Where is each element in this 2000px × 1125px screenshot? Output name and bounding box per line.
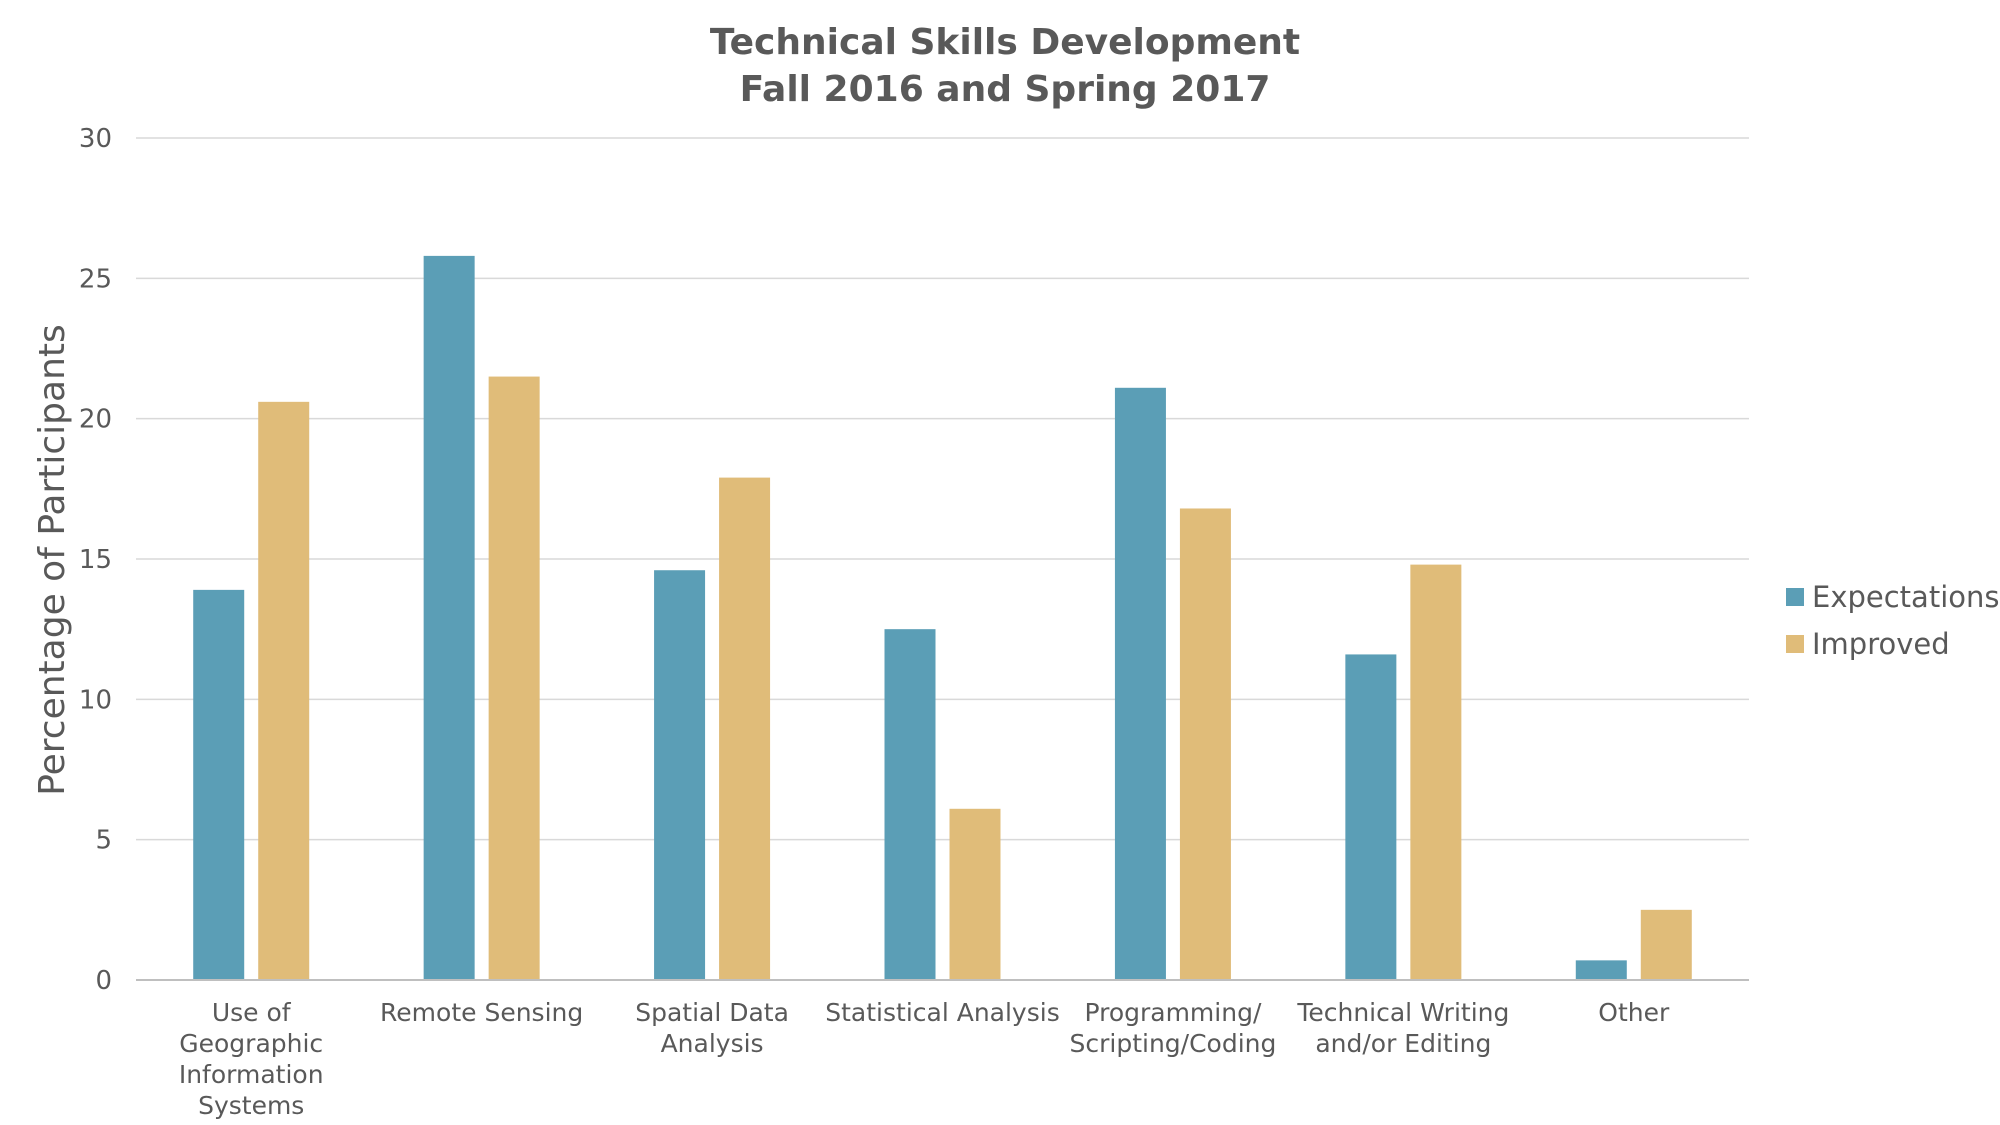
bar-expectations	[193, 589, 245, 980]
y-axis-title: Percentage of Participants	[32, 324, 73, 796]
gridlines	[136, 137, 1749, 981]
bar-expectations	[654, 570, 706, 980]
y-tick-label: 30	[79, 124, 112, 154]
legend-label-expectations: Expectations	[1812, 580, 1999, 614]
bars	[193, 255, 1692, 981]
bar-expectations	[884, 629, 936, 980]
chart-title-line-1: Technical Skills Development	[710, 22, 1300, 63]
legend: Expectations Improved	[1786, 580, 1999, 661]
bar-improved	[1640, 909, 1692, 980]
x-category-label: Statistical Analysis	[825, 998, 1059, 1027]
x-category-label: Programming/Scripting/Coding	[1069, 998, 1276, 1058]
x-category-label: Spatial Data Analysis	[635, 998, 789, 1058]
y-axis-tick-labels: 0 5 10 15 20 25 30	[79, 124, 112, 996]
y-tick-label: 15	[79, 545, 112, 575]
y-tick-label: 10	[79, 685, 112, 715]
chart-title: Technical Skills Development Fall 2016 a…	[710, 22, 1300, 110]
y-tick-label: 25	[79, 264, 112, 294]
bar-improved	[488, 376, 540, 981]
legend-swatch-expectations	[1786, 588, 1804, 606]
y-tick-label: 5	[95, 826, 112, 856]
x-category-label: Other	[1598, 998, 1670, 1027]
y-tick-label: 0	[95, 966, 112, 996]
legend-swatch-improved	[1786, 635, 1804, 653]
x-category-label: Remote Sensing	[380, 998, 583, 1027]
bar-expectations	[1114, 387, 1166, 980]
legend-label-improved: Improved	[1812, 627, 1950, 661]
x-category-label: Technical Writing and/or Editing	[1296, 998, 1509, 1058]
bar-improved	[1179, 508, 1231, 980]
bar-improved	[1410, 564, 1462, 980]
chart-title-line-2: Fall 2016 and Spring 2017	[740, 69, 1271, 110]
x-category-label: Use of Geographic Information Systems	[179, 998, 324, 1120]
bar-improved	[719, 477, 771, 980]
y-tick-label: 20	[79, 405, 112, 435]
bar-expectations	[1575, 960, 1627, 980]
bar-expectations	[1345, 654, 1397, 980]
bar-improved	[258, 401, 310, 980]
category-labels: Use of Geographic Information Systems Remote…	[179, 998, 1670, 1120]
bar-expectations	[423, 255, 475, 980]
bar-improved	[949, 808, 1001, 980]
